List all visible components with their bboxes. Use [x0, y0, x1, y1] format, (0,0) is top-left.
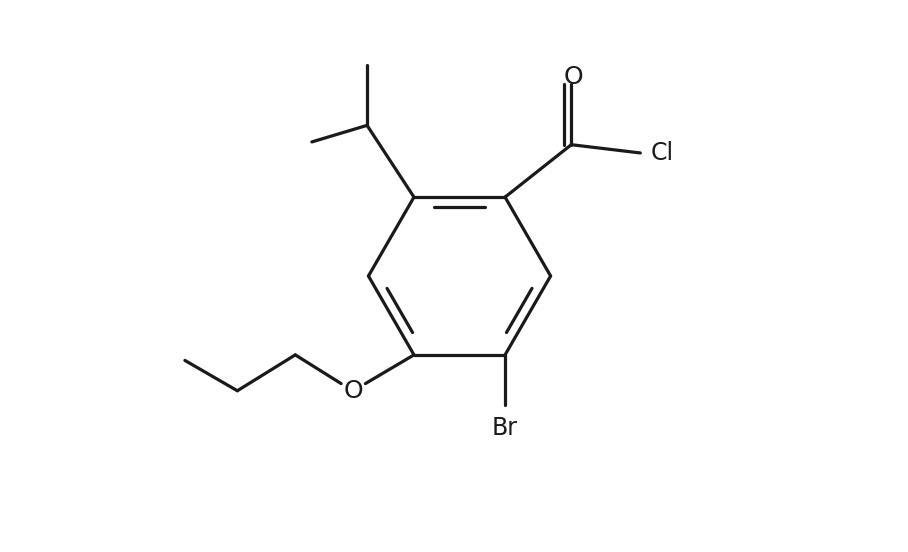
Text: Br: Br [492, 416, 518, 439]
Text: O: O [343, 379, 363, 403]
Text: Cl: Cl [650, 141, 674, 165]
Text: O: O [564, 65, 583, 89]
